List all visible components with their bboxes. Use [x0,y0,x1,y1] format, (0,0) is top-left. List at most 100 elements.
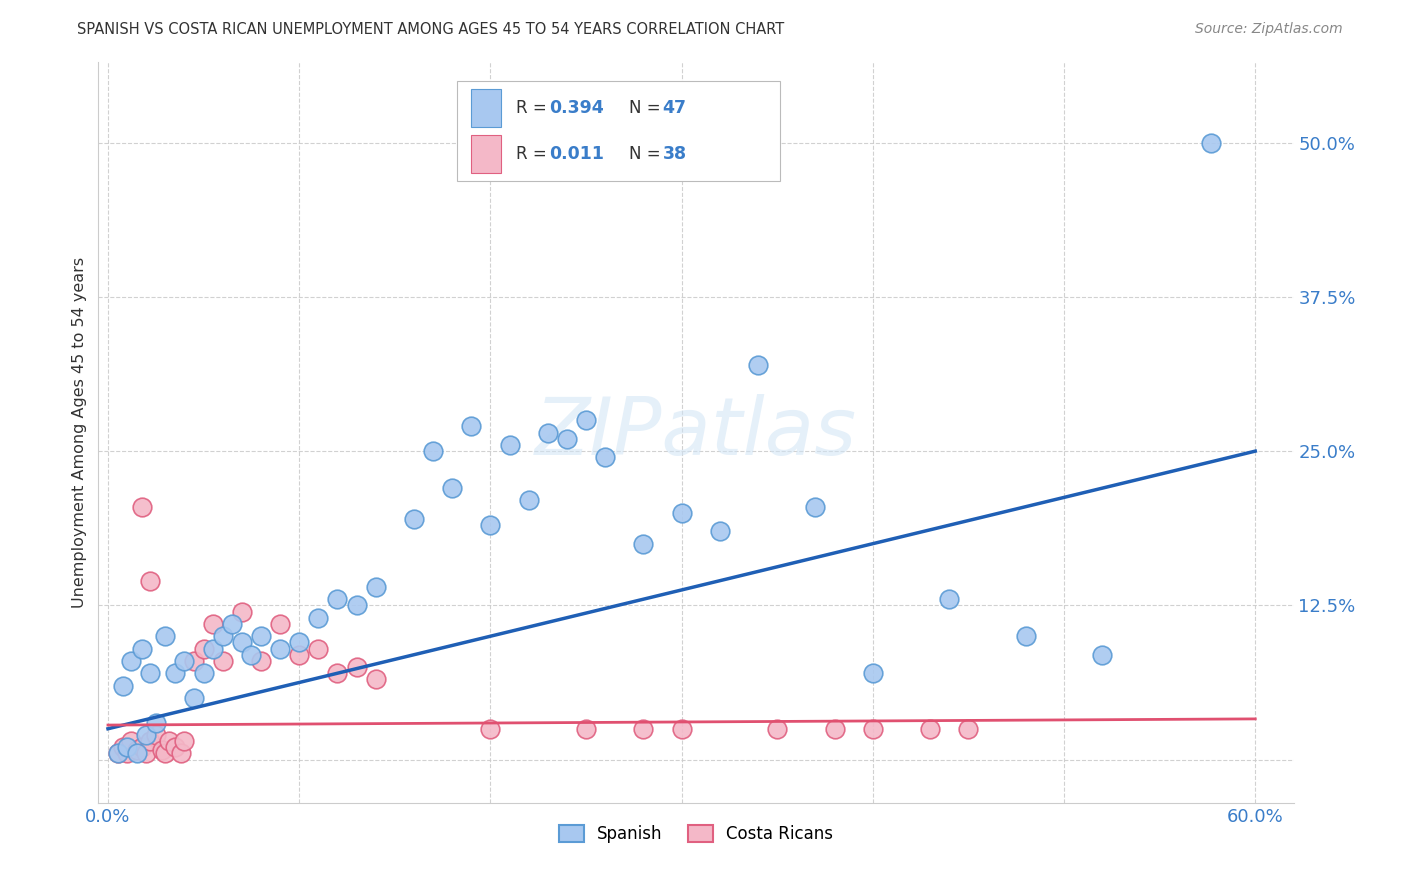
Text: N =: N = [628,145,666,163]
Point [150,743,173,757]
Point [131,641,153,656]
Point [479,722,502,736]
Point [460,419,482,434]
Point [364,580,387,594]
Point [125,743,148,757]
Text: SPANISH VS COSTA RICAN UNEMPLOYMENT AMONG AGES 45 TO 54 YEARS CORRELATION CHART: SPANISH VS COSTA RICAN UNEMPLOYMENT AMON… [77,22,785,37]
Point [107,747,129,761]
Point [537,425,560,440]
Point [221,616,243,631]
Point [1201,136,1223,150]
Point [202,616,225,631]
Text: Source: ZipAtlas.com: Source: ZipAtlas.com [1195,22,1343,37]
Point [326,666,349,681]
Point [747,358,769,372]
Text: ZIPatlas: ZIPatlas [534,393,858,472]
Point [671,506,693,520]
Point [135,747,157,761]
Point [155,629,177,643]
Point [157,734,180,748]
Point [346,660,368,674]
Point [326,592,349,607]
Point [555,432,578,446]
Point [575,413,598,427]
Point [307,610,329,624]
FancyBboxPatch shape [471,88,501,128]
Point [211,654,233,668]
Point [173,654,195,668]
Point [163,666,186,681]
Point [633,722,655,736]
Text: 0.011: 0.011 [548,145,605,163]
Point [112,740,135,755]
Y-axis label: Unemployment Among Ages 45 to 54 years: Unemployment Among Ages 45 to 54 years [72,257,87,608]
Point [231,605,253,619]
Point [288,635,311,649]
Point [498,438,520,452]
Point [211,629,233,643]
Point [145,715,167,730]
Point [938,592,960,607]
Point [1015,629,1038,643]
FancyBboxPatch shape [471,135,501,173]
Point [269,641,291,656]
Point [112,679,135,693]
Point [862,666,884,681]
Point [240,648,263,662]
Point [671,722,693,736]
Point [131,740,153,755]
Point [766,722,789,736]
Point [120,734,142,748]
Point [131,500,153,514]
Point [107,747,129,761]
Point [288,648,311,662]
Point [479,518,502,533]
Point [250,654,273,668]
Point [575,722,598,736]
FancyBboxPatch shape [457,81,780,181]
Text: 38: 38 [662,145,686,163]
Text: 47: 47 [662,99,686,117]
Point [139,734,162,748]
Point [193,641,215,656]
Point [269,616,291,631]
Point [441,481,464,495]
Point [115,747,138,761]
Point [920,722,942,736]
Point [155,747,177,761]
Point [824,722,846,736]
Text: R =: R = [516,145,551,163]
Point [250,629,273,643]
Text: N =: N = [628,99,666,117]
Point [163,740,186,755]
Point [135,728,157,742]
Point [307,641,329,656]
Point [145,728,167,742]
Point [862,722,884,736]
Point [422,444,444,458]
Point [173,734,195,748]
Point [957,722,980,736]
Point [120,654,142,668]
Text: R =: R = [516,99,551,117]
Point [517,493,540,508]
Point [125,747,148,761]
Text: 0.394: 0.394 [548,99,603,117]
Point [193,666,215,681]
Point [804,500,827,514]
Point [709,524,731,539]
Point [1091,648,1114,662]
Legend: Spanish, Costa Ricans: Spanish, Costa Ricans [553,819,839,850]
Point [364,673,387,687]
Point [231,635,253,649]
Point [183,654,205,668]
Point [402,512,425,526]
Point [202,641,225,656]
Point [183,690,205,705]
Point [346,599,368,613]
Point [139,574,162,588]
Point [139,666,162,681]
Point [633,536,655,550]
Point [169,747,191,761]
Point [593,450,616,465]
